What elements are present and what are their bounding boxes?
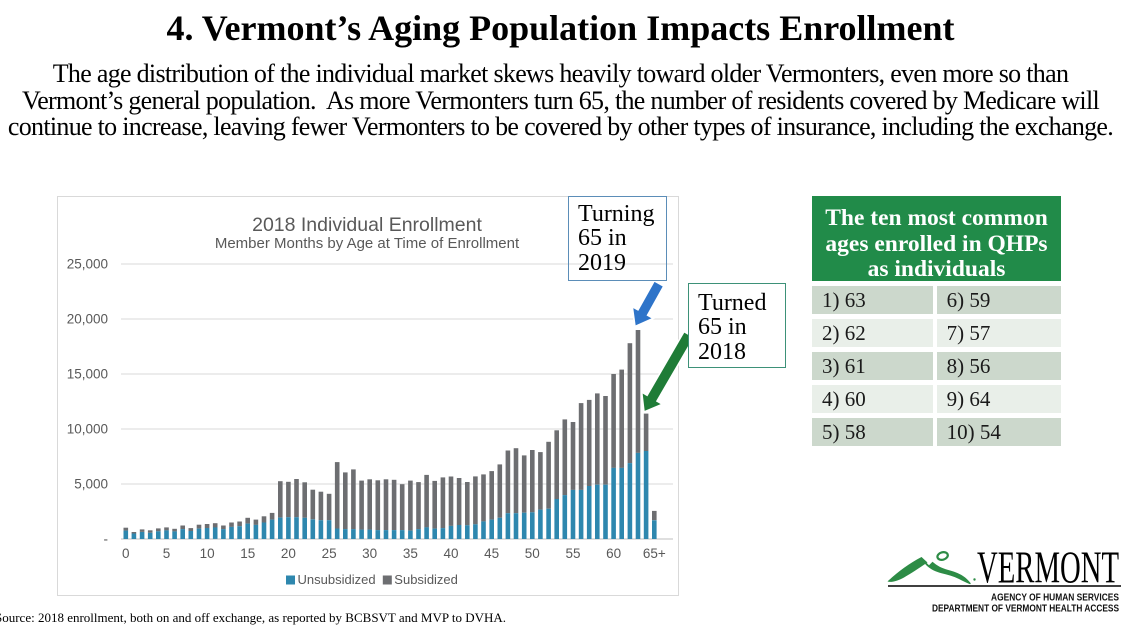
svg-text:30: 30 <box>362 546 377 561</box>
svg-text:55: 55 <box>565 546 580 561</box>
svg-text:65+: 65+ <box>643 546 666 561</box>
svg-text:0: 0 <box>122 546 130 561</box>
svg-text:15,000: 15,000 <box>67 367 108 382</box>
svg-text:VERMONT: VERMONT <box>977 542 1119 592</box>
svg-text:5: 5 <box>163 546 171 561</box>
svg-text:45: 45 <box>484 546 499 561</box>
svg-text:35: 35 <box>403 546 418 561</box>
svg-text:Member Months by Age at Time o: Member Months by Age at Time of Enrollme… <box>215 235 520 252</box>
svg-text:50: 50 <box>525 546 540 561</box>
svg-text:Subsidized: Subsidized <box>394 572 458 587</box>
svg-text:15: 15 <box>240 546 255 561</box>
svg-text:40: 40 <box>443 546 458 561</box>
svg-text:10,000: 10,000 <box>67 422 108 437</box>
svg-text:20,000: 20,000 <box>67 312 108 327</box>
svg-text:-: - <box>104 532 109 547</box>
svg-text:DEPARTMENT OF VERMONT HEALTH A: DEPARTMENT OF VERMONT HEALTH ACCESS <box>932 603 1119 615</box>
svg-text:60: 60 <box>606 546 621 561</box>
svg-text:25: 25 <box>322 546 337 561</box>
svg-text:10: 10 <box>200 546 215 561</box>
svg-text:2018 Individual Enrollment: 2018 Individual Enrollment <box>252 214 482 236</box>
svg-text:20: 20 <box>281 546 296 561</box>
svg-text:5,000: 5,000 <box>74 477 108 492</box>
svg-text:25,000: 25,000 <box>67 257 108 272</box>
svg-text:Unsubsidized: Unsubsidized <box>298 572 376 587</box>
svg-text:AGENCY OF HUMAN SERVICES: AGENCY OF HUMAN SERVICES <box>991 591 1119 603</box>
